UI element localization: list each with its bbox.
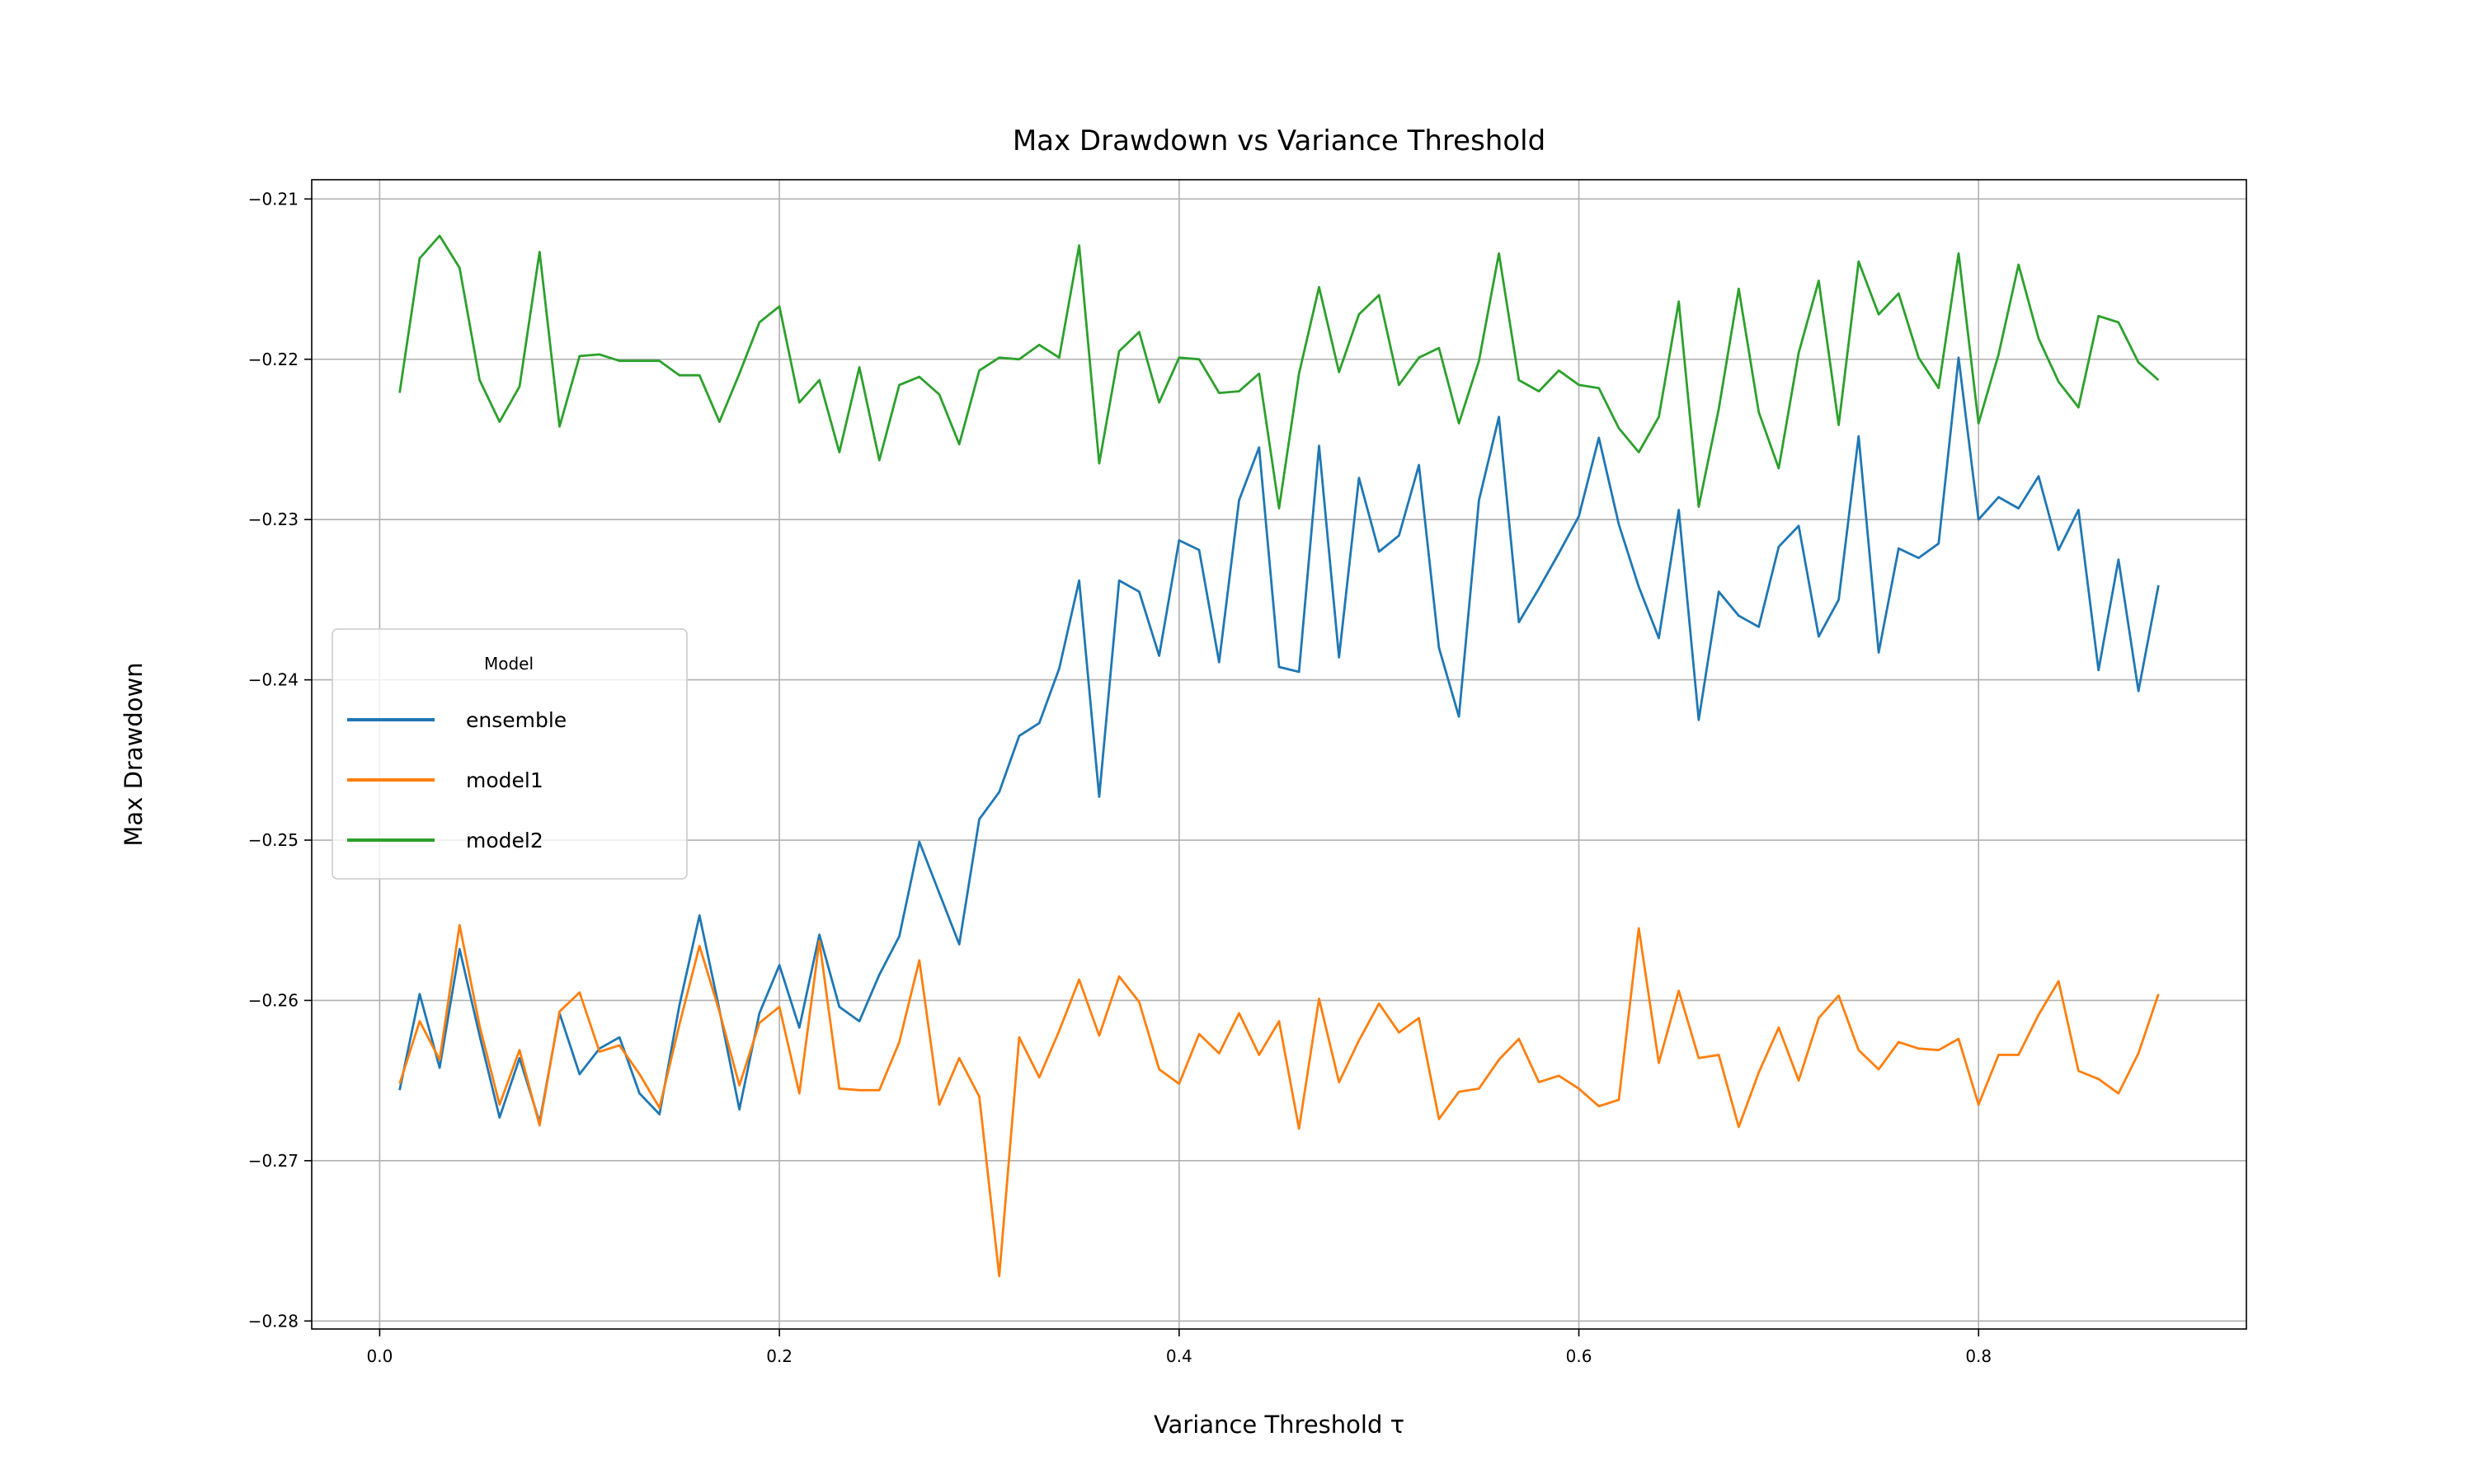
series-line-model1 xyxy=(398,923,2160,1278)
y-tick-label: −0.26 xyxy=(248,990,299,1010)
y-tick-label: −0.28 xyxy=(248,1311,299,1331)
chart-title: Max Drawdown vs Variance Threshold xyxy=(1013,124,1545,157)
grid-lines xyxy=(312,180,2246,1329)
y-tick-label: −0.22 xyxy=(248,350,299,369)
y-tick-label: −0.27 xyxy=(248,1151,299,1171)
x-tick-label: 0.0 xyxy=(366,1346,393,1366)
x-tick-label: 0.6 xyxy=(1566,1346,1592,1366)
x-tick-label: 0.4 xyxy=(1166,1346,1192,1366)
series-line-model2 xyxy=(398,234,2160,510)
legend-label-ensemble: ensemble xyxy=(466,708,567,732)
legend-label-model2: model2 xyxy=(466,829,543,852)
legend-title: Model xyxy=(484,654,534,674)
legend: Model ensemble model1 model2 xyxy=(332,628,688,880)
y-tick-label: −0.25 xyxy=(248,830,299,850)
x-tick-label: 0.2 xyxy=(766,1346,793,1366)
legend-box xyxy=(332,628,688,880)
legend-label-model1: model1 xyxy=(466,768,543,792)
plot-frame xyxy=(311,179,2247,1330)
y-tick-label: −0.21 xyxy=(248,189,299,209)
legend-items: ensemble model1 model2 xyxy=(347,708,567,852)
y-tick-label: −0.23 xyxy=(248,510,299,529)
y-tick-label: −0.24 xyxy=(248,670,299,690)
axis-ticks: 0.0 0.2 0.4 0.6 0.8 −0.21 −0.22 −0.23 −0.24 −0.25… xyxy=(248,189,1992,1366)
series-line-ensemble xyxy=(398,356,2160,1124)
x-tick-label: 0.8 xyxy=(1965,1346,1992,1366)
series-lines xyxy=(398,234,2160,1278)
x-axis-label: Variance Threshold τ xyxy=(1154,1411,1404,1439)
y-axis-label: Max Drawdown xyxy=(120,662,148,846)
